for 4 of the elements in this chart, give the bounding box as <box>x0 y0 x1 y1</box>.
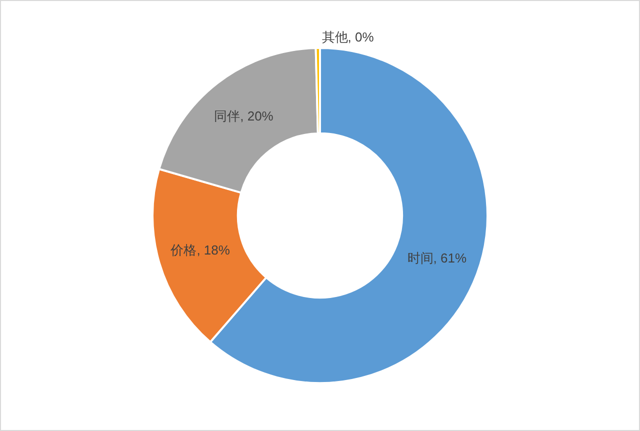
slice-label: 时间, 61% <box>407 250 467 266</box>
slice-label: 其他, 0% <box>322 30 374 45</box>
slice-label: 同伴, 20% <box>214 108 274 124</box>
slice-label: 价格, 18% <box>170 242 230 258</box>
